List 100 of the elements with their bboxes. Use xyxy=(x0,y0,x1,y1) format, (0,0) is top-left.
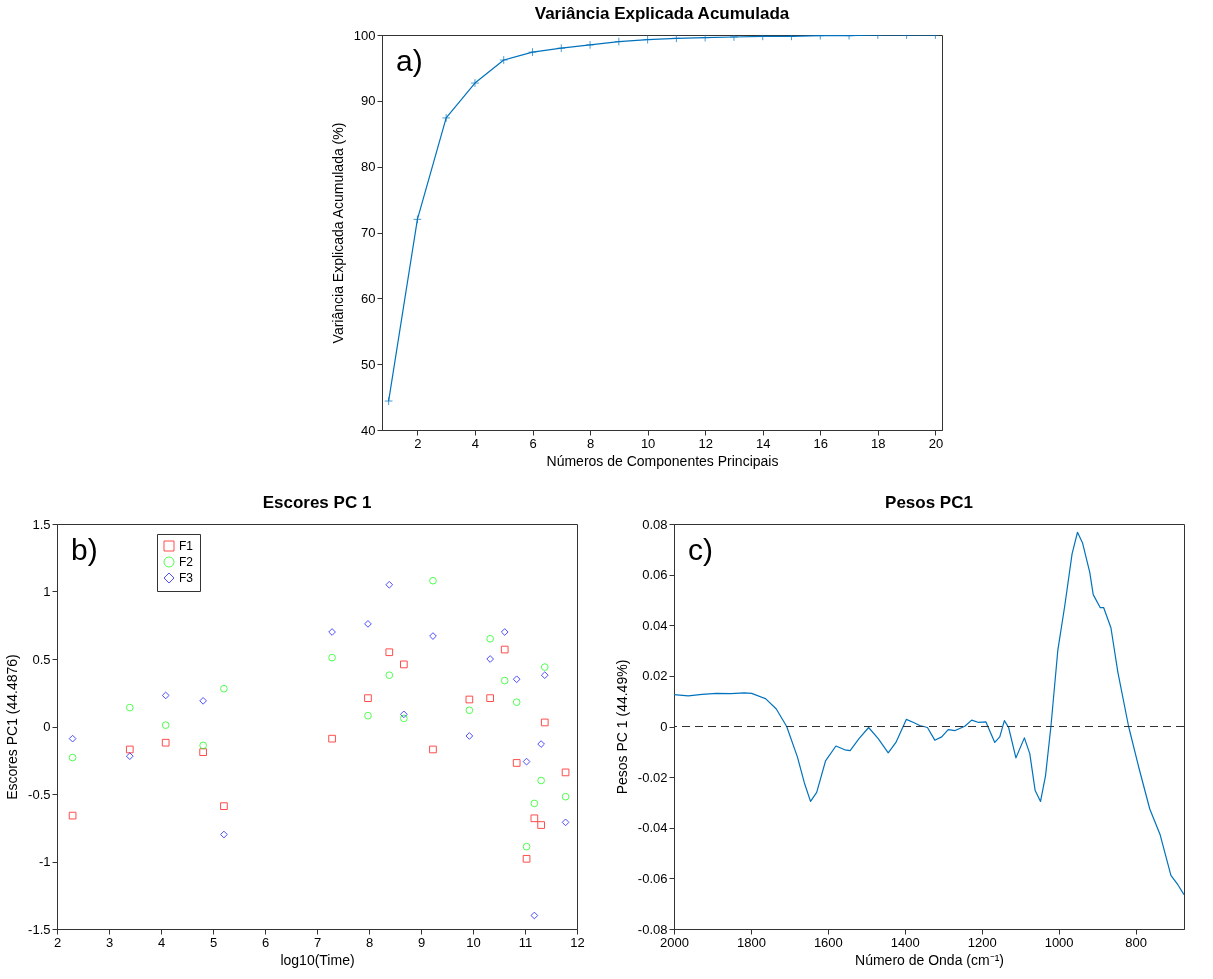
y-tick-label: 1 xyxy=(43,584,51,599)
x-axis-title: Números de Componentes Principais xyxy=(546,452,778,469)
point xyxy=(412,214,422,224)
point xyxy=(465,706,474,715)
point xyxy=(68,753,77,762)
y-tick-label: -0.06 xyxy=(637,870,668,886)
point xyxy=(512,698,521,707)
point xyxy=(540,663,549,671)
point xyxy=(522,757,531,766)
x-tick-label: 10 xyxy=(466,934,481,950)
y-tick-label: 0 xyxy=(660,719,668,734)
x-tick-label: 5 xyxy=(209,934,218,950)
chart-title: Variância Explicada Acumulada xyxy=(534,4,790,23)
point xyxy=(561,818,570,827)
x-tick-label: 8 xyxy=(365,934,374,950)
y-tick-label: 60 xyxy=(360,290,375,306)
point xyxy=(220,684,228,693)
x-tick-label: 18 xyxy=(870,435,886,451)
x-axis-title: Número de Onda (cm⁻¹) xyxy=(855,951,1004,968)
point xyxy=(125,703,134,712)
point xyxy=(530,911,539,920)
x-tick-label: 12 xyxy=(570,934,585,950)
x-tick-label: 4 xyxy=(157,934,166,950)
x-tick-label: 1200 xyxy=(967,934,997,950)
point xyxy=(441,113,451,123)
point xyxy=(729,35,738,42)
annotation: a) xyxy=(395,44,423,77)
y-tick-label: 50 xyxy=(360,356,375,372)
y-tick-label: 0.08 xyxy=(642,516,668,532)
x-tick-label: 14 xyxy=(755,435,770,451)
x-tick-label: 2000 xyxy=(660,934,689,950)
annotation: b) xyxy=(71,533,98,566)
x-tick-label: 20 xyxy=(928,435,943,451)
point xyxy=(537,776,545,785)
point xyxy=(540,671,549,680)
chart-title: Escores PC 1 xyxy=(262,493,372,512)
point xyxy=(125,752,134,761)
point xyxy=(385,671,394,680)
point xyxy=(486,634,495,643)
point xyxy=(522,854,531,863)
point xyxy=(364,711,372,720)
point xyxy=(399,714,408,723)
y-tick-label: -0.02 xyxy=(637,769,668,785)
point xyxy=(328,734,336,743)
legend-label: F3 xyxy=(179,571,194,585)
point xyxy=(486,694,495,702)
chart-title: Pesos PC1 xyxy=(885,493,973,512)
point xyxy=(527,47,537,57)
point xyxy=(498,55,508,65)
point xyxy=(512,675,521,684)
y-tick-label: 100 xyxy=(353,27,375,43)
y-tick-label: -1.5 xyxy=(28,921,51,937)
point xyxy=(199,748,207,756)
point xyxy=(561,768,570,777)
x-tick-label: 6 xyxy=(261,934,270,950)
x-tick-label: 9 xyxy=(417,934,426,950)
point xyxy=(364,694,372,702)
point xyxy=(399,710,408,719)
x-tick-label: 12 xyxy=(697,435,713,451)
y-tick-label: 70 xyxy=(360,225,375,240)
y-tick-label: -0.04 xyxy=(637,820,668,836)
point xyxy=(125,745,134,754)
point xyxy=(540,718,549,727)
point xyxy=(537,740,545,748)
y-axis-title: Variância Explicada Acumulada (%) xyxy=(329,122,346,344)
y-axis-title: Pesos PC 1 (44.49%) xyxy=(613,659,630,795)
point xyxy=(585,40,594,50)
point xyxy=(537,821,545,829)
y-tick-label: -1 xyxy=(38,854,51,869)
point xyxy=(199,697,207,705)
point xyxy=(486,655,495,663)
x-tick-label: 4 xyxy=(471,435,479,451)
point xyxy=(700,35,710,43)
point xyxy=(671,35,681,43)
y-tick-label: 40 xyxy=(360,422,375,438)
point xyxy=(399,660,408,669)
x-tick-label: 16 xyxy=(813,435,828,451)
point xyxy=(561,792,570,801)
annotation: c) xyxy=(688,533,713,566)
x-tick-label: 6 xyxy=(528,435,537,451)
point xyxy=(68,811,77,820)
y-tick-label: 1.5 xyxy=(32,516,51,532)
y-axis-title: Escores PC1 (44.4876) xyxy=(4,654,21,800)
point xyxy=(220,802,228,810)
point xyxy=(429,745,437,754)
y-tick-label: 90 xyxy=(360,93,375,109)
y-tick-label: 0 xyxy=(43,719,51,734)
point xyxy=(522,842,531,851)
point xyxy=(328,628,336,636)
x-tick-label: 1000 xyxy=(1044,934,1074,950)
point xyxy=(161,738,170,747)
x-tick-label: 11 xyxy=(518,934,533,950)
x-tick-label: 3 xyxy=(105,934,114,950)
point xyxy=(161,721,170,729)
x-tick-label: 2 xyxy=(53,934,62,950)
y-tick-label: 0.5 xyxy=(32,651,51,667)
point xyxy=(364,620,372,628)
point xyxy=(68,734,77,743)
point xyxy=(500,645,509,654)
point xyxy=(383,396,393,406)
